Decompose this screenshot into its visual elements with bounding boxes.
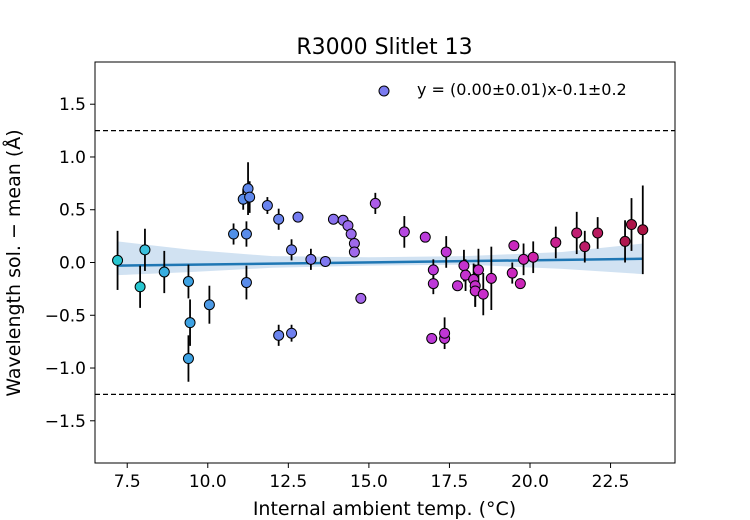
data-point-21 xyxy=(319,255,331,267)
y-axis: −1.5 −1.0 −0.5 0.0 0.5 1.0 1.5 xyxy=(45,95,95,432)
y-tick-label-4: 0.5 xyxy=(59,201,86,221)
plot-frame xyxy=(94,61,676,464)
data-point-58 xyxy=(637,224,649,236)
legend-marker xyxy=(378,85,390,97)
data-point-33 xyxy=(427,278,439,290)
data-point-38 xyxy=(452,280,463,292)
data-point-17 xyxy=(286,244,298,256)
x-tick-label-1: 10.0 xyxy=(189,472,227,492)
data-point-57 xyxy=(626,219,637,231)
legend-label: y = (0.00±0.01)x-0.1±0.2 xyxy=(417,80,627,99)
x-tick-label-0: 7.5 xyxy=(114,472,141,492)
data-point-7 xyxy=(203,299,215,311)
data-point-45 xyxy=(477,288,489,300)
y-tick-label-5: 1.0 xyxy=(59,148,86,168)
y-axis-label: Wavelength sol. − mean (Å) xyxy=(2,129,25,396)
data-point-54 xyxy=(579,241,591,253)
data-point-3 xyxy=(158,266,170,278)
data-point-0 xyxy=(112,254,124,266)
data-point-29 xyxy=(369,197,381,209)
data-point-44 xyxy=(472,264,484,276)
data-point-11 xyxy=(240,277,252,289)
data-point-39 xyxy=(458,260,470,272)
y-tick-label-0: −1.5 xyxy=(45,412,86,432)
data-point-1 xyxy=(134,281,146,293)
data-point-49 xyxy=(514,278,526,290)
data-point-56 xyxy=(619,235,631,247)
data-point-30 xyxy=(398,226,410,238)
legend: y = (0.00±0.01)x-0.1±0.2 xyxy=(378,80,627,99)
data-point-2 xyxy=(139,244,151,256)
x-tick-label-6: 22.5 xyxy=(592,472,630,492)
data-point-16 xyxy=(273,329,285,341)
data-point-36 xyxy=(439,327,451,339)
data-point-28 xyxy=(355,292,367,304)
data-point-32 xyxy=(427,264,439,276)
x-tick-label-5: 20.0 xyxy=(511,472,549,492)
fit-line xyxy=(117,257,643,267)
data-point-46 xyxy=(485,272,497,284)
x-tick-label-2: 12.5 xyxy=(269,472,307,492)
data-point-25 xyxy=(345,228,357,240)
data-point-55 xyxy=(592,227,604,239)
data-point-47 xyxy=(506,267,518,279)
x-tick-label-3: 15.0 xyxy=(350,472,388,492)
data-point-48 xyxy=(508,240,520,252)
data-point-4 xyxy=(182,275,194,287)
data-point-5 xyxy=(184,317,196,329)
data-point-34 xyxy=(426,332,438,344)
data-point-31 xyxy=(419,231,431,243)
data-point-19 xyxy=(292,211,304,223)
x-axis-label: Internal ambient temp. (°C) xyxy=(253,498,516,520)
y-tick-label-3: 0.0 xyxy=(59,254,86,274)
data-point-18 xyxy=(286,327,298,339)
data-point-14 xyxy=(261,200,273,212)
x-axis: 7.5 10.0 12.5 15.0 17.5 20.0 22.5 xyxy=(114,463,630,492)
y-tick-label-1: −1.0 xyxy=(45,359,86,379)
plot-area xyxy=(95,129,675,396)
x-tick-label-4: 17.5 xyxy=(431,472,469,492)
data-point-37 xyxy=(440,246,452,258)
data-point-51 xyxy=(527,251,539,263)
y-tick-label-2: −0.5 xyxy=(45,306,86,326)
data-point-53 xyxy=(571,227,583,239)
data-point-6 xyxy=(182,353,194,365)
chart-title: R3000 Slitlet 13 xyxy=(296,35,472,60)
data-point-50 xyxy=(518,253,530,265)
data-point-52 xyxy=(550,236,562,248)
fit-confidence-band xyxy=(117,241,643,276)
data-point-10 xyxy=(240,228,252,240)
data-point-15 xyxy=(273,213,285,225)
data-point-13 xyxy=(244,191,256,203)
data-point-27 xyxy=(348,246,360,258)
y-tick-label-6: 1.5 xyxy=(59,95,86,115)
data-point-8 xyxy=(228,228,240,240)
data-point-20 xyxy=(305,253,317,265)
data-point-22 xyxy=(327,213,339,225)
